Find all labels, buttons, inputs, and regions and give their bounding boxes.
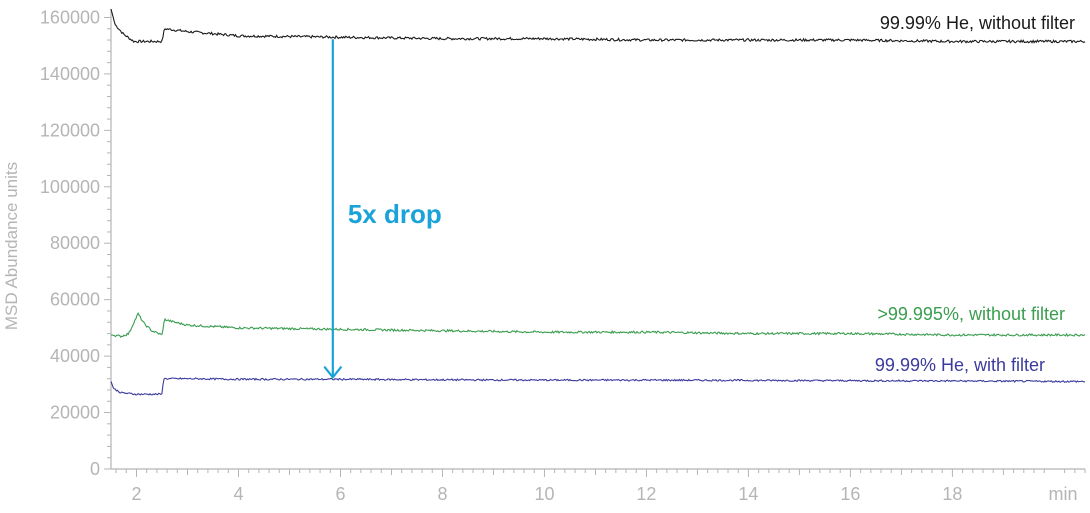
x-unit-label: min bbox=[1048, 484, 1077, 504]
series-line-3 bbox=[110, 377, 1086, 396]
y-axis-label: MSD Abundance units bbox=[2, 162, 21, 330]
series-line-1 bbox=[110, 8, 1086, 44]
y-tick-label: 140000 bbox=[40, 64, 100, 84]
x-tick-label: 8 bbox=[437, 484, 447, 504]
annotation-arrow-head bbox=[323, 366, 342, 379]
y-tick-label: 160000 bbox=[40, 7, 100, 27]
x-tick-label: 6 bbox=[335, 484, 345, 504]
axes bbox=[104, 9, 1086, 477]
series-line-2 bbox=[110, 311, 1086, 339]
series-label-1: 99.99% He, without filter bbox=[880, 13, 1075, 33]
y-tick-label: 40000 bbox=[50, 346, 100, 366]
annotation-layer: 5x drop bbox=[323, 39, 442, 379]
annotation-label: 5x drop bbox=[348, 199, 442, 229]
y-tick-label: 20000 bbox=[50, 403, 100, 423]
y-tick-label: 0 bbox=[90, 459, 100, 479]
x-tick-label: 14 bbox=[738, 484, 758, 504]
y-tick-label: 80000 bbox=[50, 233, 100, 253]
series-layer bbox=[110, 8, 1086, 396]
x-tick-label: 2 bbox=[131, 484, 141, 504]
x-tick-label: 18 bbox=[942, 484, 962, 504]
x-tick-label: 12 bbox=[636, 484, 656, 504]
y-tick-label: 120000 bbox=[40, 120, 100, 140]
y-tick-label: 100000 bbox=[40, 177, 100, 197]
series-label-3: 99.99% He, with filter bbox=[875, 355, 1045, 375]
x-tick-label: 10 bbox=[534, 484, 554, 504]
x-tick-label: 4 bbox=[233, 484, 243, 504]
tick-labels: 0 20000 40000 60000 80000 100000 120000 140000 1… bbox=[40, 7, 963, 504]
x-tick-label: 16 bbox=[840, 484, 860, 504]
series-label-2: >99.995%, without filter bbox=[877, 304, 1065, 324]
series-labels: 99.99% He, without filter >99.995%, witho… bbox=[875, 13, 1075, 375]
y-tick-label: 60000 bbox=[50, 290, 100, 310]
